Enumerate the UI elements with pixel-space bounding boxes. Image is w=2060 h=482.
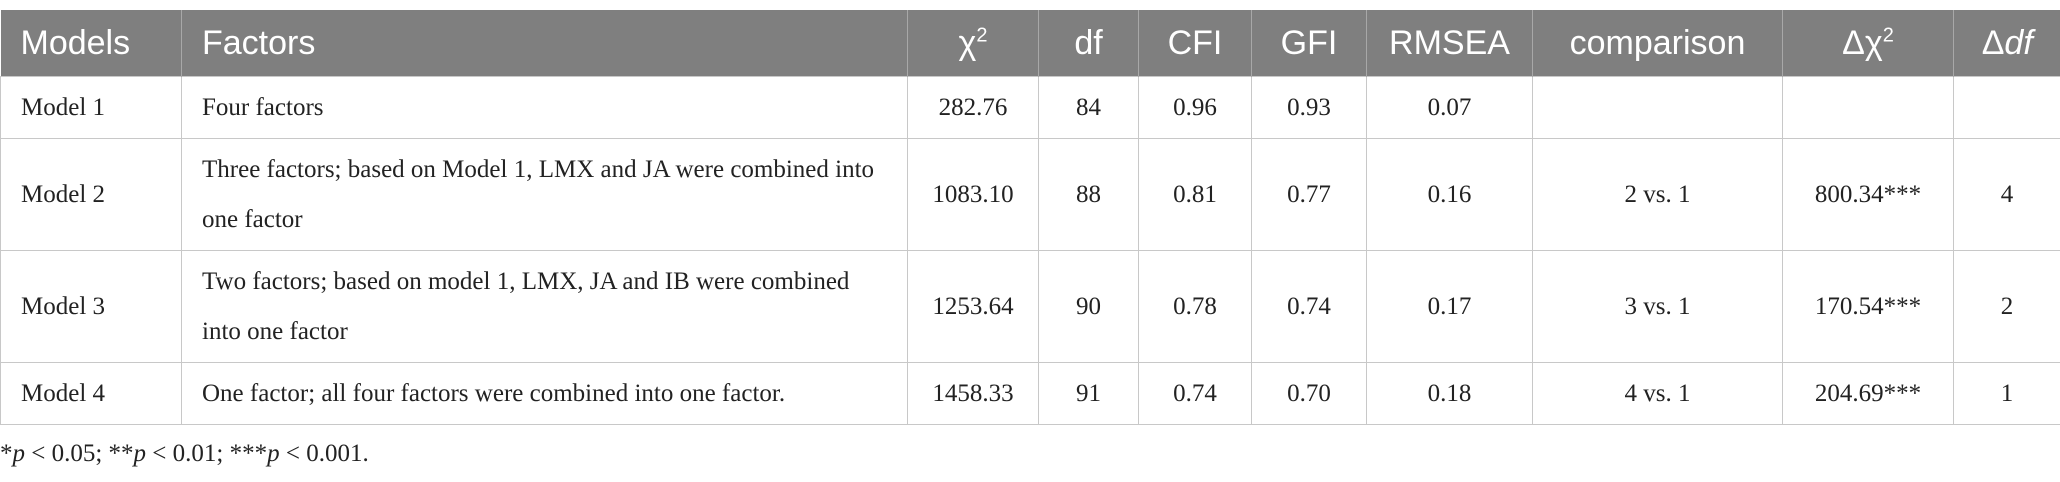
table-cell: 0.96 [1138, 76, 1252, 139]
table-cell: 0.81 [1138, 138, 1252, 251]
results-table: Models Factors χ2 df CFI GFI RMSEA comparison Δχ… [0, 10, 2060, 425]
table-cell: 1458.33 [907, 362, 1039, 425]
footnote-part: * [0, 440, 13, 467]
table-cell: 1 [1953, 362, 2060, 425]
table-cell: 0.07 [1366, 76, 1533, 139]
table-cell: 1253.64 [907, 250, 1039, 363]
header-text: Δχ [1842, 23, 1883, 62]
footnote-part: p [133, 440, 147, 467]
header-italic: df [2004, 23, 2033, 62]
table-cell: 91 [1038, 362, 1139, 425]
table-cell: 84 [1038, 76, 1139, 139]
table-row: Model 1 Four factors 282.76 84 0.96 0.93 0.07 [0, 76, 2060, 139]
header-sup: 2 [976, 24, 988, 47]
header-cell: Δχ2 [1782, 10, 1954, 77]
header-row: Models Factors χ2 df CFI GFI RMSEA comparison Δχ… [0, 10, 2060, 77]
header-sup: 2 [1882, 24, 1894, 47]
header-cell: Δdf [1953, 10, 2060, 77]
table-cell: 88 [1038, 138, 1139, 251]
table-cell: 0.78 [1138, 250, 1252, 363]
table-cell: 204.69*** [1782, 362, 1954, 425]
table-cell: 0.74 [1251, 250, 1367, 363]
table-cell: 4 vs. 1 [1532, 362, 1783, 425]
table-cell: Three factors; based on Model 1, LMX and… [181, 138, 908, 251]
table-cell: 90 [1038, 250, 1139, 363]
header-text: Δ [1981, 23, 2005, 62]
table-cell: 0.74 [1138, 362, 1252, 425]
header-text: χ [958, 23, 977, 62]
header-text: Models [20, 23, 131, 62]
header-text: CFI [1167, 23, 1223, 62]
table-cell: 0.18 [1366, 362, 1533, 425]
header-text: GFI [1280, 23, 1338, 62]
table-cell: 3 vs. 1 [1532, 250, 1783, 363]
header-cell: χ2 [907, 10, 1039, 77]
header-text: df [1074, 23, 1103, 62]
table-cell: 4 [1953, 138, 2060, 251]
table-cell: One factor; all four factors were combin… [181, 362, 908, 425]
header-cell: GFI [1251, 10, 1367, 77]
table-cell: 170.54*** [1782, 250, 1954, 363]
table-cell [1782, 76, 1954, 139]
table-cell: 0.77 [1251, 138, 1367, 251]
footnote-part: p [267, 440, 280, 467]
table-row: Model 3 Two factors; based on model 1, LM… [0, 250, 2060, 363]
header-cell: comparison [1532, 10, 1783, 77]
table-cell: 0.16 [1366, 138, 1533, 251]
header-cell: Factors [181, 10, 908, 77]
table-cell: 1083.10 [907, 138, 1039, 251]
table-cell: 0.17 [1366, 250, 1533, 363]
table-row: Model 4 One factor; all four factors were… [0, 362, 2060, 425]
header-cell: Models [0, 10, 182, 77]
table-cell: Model 1 [0, 76, 182, 139]
footnote-part: < 0.05; ** [25, 440, 134, 467]
header-cell: CFI [1138, 10, 1252, 77]
header-cell: df [1038, 10, 1139, 77]
table-cell: 2 [1953, 250, 2060, 363]
table-cell: Two factors; based on model 1, LMX, JA a… [181, 250, 908, 363]
table-body: Model 1 Four factors 282.76 84 0.96 0.93 0.07 M… [0, 76, 2060, 425]
table-cell: 0.70 [1251, 362, 1367, 425]
header-text: comparison [1569, 23, 1746, 62]
table-row: Model 2 Three factors; based on Model 1, … [0, 138, 2060, 251]
table-cell: 0.93 [1251, 76, 1367, 139]
footnote-part: p [12, 440, 26, 467]
footnote-part: < 0.001. [279, 440, 369, 467]
table-cell: Model 4 [0, 362, 182, 425]
header-cell: RMSEA [1366, 10, 1533, 77]
table-cell: Model 3 [0, 250, 182, 363]
table-cell: Model 2 [0, 138, 182, 251]
table-cell: Four factors [181, 76, 908, 139]
footnote: *p < 0.05; **p < 0.01; ***p < 0.001. [0, 440, 369, 468]
table-cell [1532, 76, 1783, 139]
header-text: Factors [202, 23, 316, 62]
footnote-part: < 0.01; *** [146, 440, 268, 467]
table-cell: 800.34*** [1782, 138, 1954, 251]
table-cell: 2 vs. 1 [1532, 138, 1783, 251]
table-cell [1953, 76, 2060, 139]
table-cell: 282.76 [907, 76, 1039, 139]
header-text: RMSEA [1389, 23, 1510, 62]
